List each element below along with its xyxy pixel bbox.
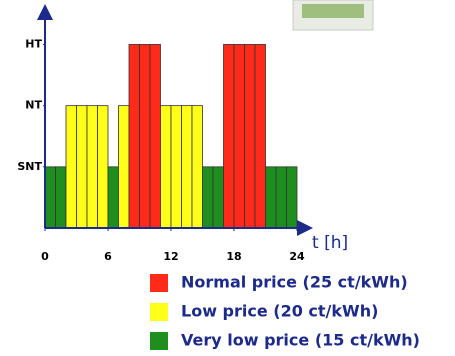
legend-swatch xyxy=(150,274,168,292)
bar xyxy=(182,106,193,228)
legend-label: Normal price (25 ct/kWh) xyxy=(181,273,408,292)
bar xyxy=(129,44,140,228)
bar xyxy=(45,167,56,228)
x-tick-label: 0 xyxy=(41,250,49,263)
bar xyxy=(66,106,77,228)
bar xyxy=(287,167,298,228)
bar xyxy=(276,167,287,228)
bar xyxy=(234,44,245,228)
legend-swatch xyxy=(150,303,168,321)
bar xyxy=(108,167,119,228)
bar xyxy=(140,44,151,228)
bar xyxy=(161,106,172,228)
legend-label: Low price (20 ct/kWh) xyxy=(181,302,378,321)
legend-label: Very low price (15 ct/kWh) xyxy=(181,331,420,350)
y-tick-label: NT xyxy=(25,99,42,112)
bar xyxy=(119,106,130,228)
x-tick-label: 12 xyxy=(163,250,178,263)
bar xyxy=(245,44,256,228)
chart: t [h] SNT NT HT 0 6 12 18 24 Normal price (25 ct… xyxy=(0,0,455,356)
bar xyxy=(150,44,161,228)
bar xyxy=(192,106,203,228)
meter-display xyxy=(302,4,364,18)
bar xyxy=(56,167,67,228)
x-tick-label: 6 xyxy=(104,250,112,263)
bar xyxy=(213,167,224,228)
x-tick-label: 18 xyxy=(226,250,241,263)
bar xyxy=(87,106,98,228)
bar xyxy=(77,106,88,228)
bar xyxy=(171,106,182,228)
legend-swatch xyxy=(150,332,168,350)
bar xyxy=(98,106,109,228)
bar xyxy=(266,167,277,228)
x-tick-label: 24 xyxy=(289,250,305,263)
bar xyxy=(255,44,266,228)
x-axis-label: t [h] xyxy=(312,233,348,253)
bar xyxy=(203,167,214,228)
bar xyxy=(224,44,235,228)
y-tick-label: SNT xyxy=(17,160,42,173)
y-tick-label: HT xyxy=(25,37,42,50)
